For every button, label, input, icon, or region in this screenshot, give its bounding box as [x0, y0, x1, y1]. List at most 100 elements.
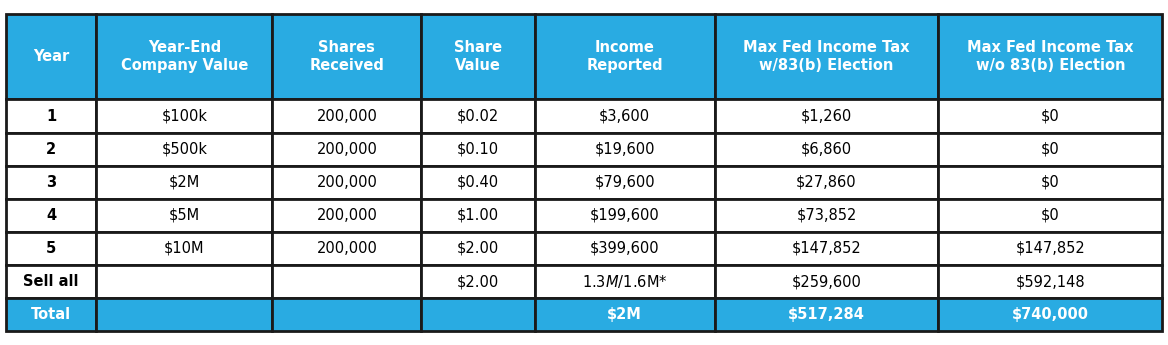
Bar: [97, 166, 272, 199]
Text: $100k: $100k: [161, 109, 208, 124]
Bar: [97, 99, 272, 132]
Bar: [272, 14, 422, 99]
Bar: [938, 166, 1162, 199]
Bar: [272, 132, 422, 166]
Text: $6,860: $6,860: [801, 142, 851, 157]
Text: 200,000: 200,000: [317, 208, 377, 223]
Bar: [6, 99, 97, 132]
Text: $0.02: $0.02: [457, 109, 499, 124]
Text: Share
Value: Share Value: [454, 40, 502, 73]
Bar: [6, 265, 97, 298]
Bar: [272, 199, 422, 232]
Text: $5M: $5M: [169, 208, 200, 223]
Bar: [422, 14, 535, 99]
Bar: [272, 265, 422, 298]
Text: $259,600: $259,600: [792, 274, 861, 289]
Bar: [97, 14, 272, 99]
Text: $199,600: $199,600: [590, 208, 660, 223]
Text: 200,000: 200,000: [317, 142, 377, 157]
Text: 1: 1: [46, 109, 56, 124]
Bar: [535, 199, 715, 232]
Bar: [422, 132, 535, 166]
Bar: [272, 166, 422, 199]
Text: 4: 4: [46, 208, 56, 223]
Text: $592,148: $592,148: [1015, 274, 1085, 289]
Bar: [938, 199, 1162, 232]
Bar: [272, 232, 422, 265]
Bar: [535, 265, 715, 298]
Bar: [938, 14, 1162, 99]
Text: Max Fed Income Tax
w/o 83(b) Election: Max Fed Income Tax w/o 83(b) Election: [967, 40, 1133, 73]
Bar: [272, 298, 422, 331]
Text: Shares
Received: Shares Received: [310, 40, 384, 73]
Text: 5: 5: [46, 241, 56, 256]
Bar: [422, 232, 535, 265]
Bar: [715, 298, 938, 331]
Bar: [422, 265, 535, 298]
Text: $2.00: $2.00: [457, 274, 499, 289]
Bar: [422, 166, 535, 199]
Bar: [715, 14, 938, 99]
Bar: [97, 265, 272, 298]
Bar: [97, 199, 272, 232]
Text: $73,852: $73,852: [797, 208, 856, 223]
Bar: [938, 132, 1162, 166]
Bar: [715, 199, 938, 232]
Bar: [535, 166, 715, 199]
Bar: [97, 298, 272, 331]
Bar: [535, 232, 715, 265]
Text: $0: $0: [1041, 142, 1059, 157]
Bar: [272, 99, 422, 132]
Text: Year-End
Company Value: Year-End Company Value: [120, 40, 248, 73]
Bar: [97, 232, 272, 265]
Bar: [715, 265, 938, 298]
Text: $0: $0: [1041, 109, 1059, 124]
Bar: [715, 232, 938, 265]
Text: $1.3M/$1.6M*: $1.3M/$1.6M*: [582, 273, 667, 290]
Text: 200,000: 200,000: [317, 241, 377, 256]
Bar: [715, 99, 938, 132]
Bar: [938, 232, 1162, 265]
Bar: [535, 14, 715, 99]
Text: Year: Year: [33, 49, 69, 64]
Text: $147,852: $147,852: [792, 241, 861, 256]
Text: $740,000: $740,000: [1011, 307, 1089, 322]
Text: Total: Total: [32, 307, 71, 322]
Bar: [535, 99, 715, 132]
Text: $1.00: $1.00: [457, 208, 499, 223]
Text: $2.00: $2.00: [457, 241, 499, 256]
Text: $79,600: $79,600: [595, 175, 655, 190]
Bar: [6, 166, 97, 199]
Bar: [938, 298, 1162, 331]
Text: $500k: $500k: [161, 142, 208, 157]
Text: $3,600: $3,600: [599, 109, 651, 124]
Bar: [715, 166, 938, 199]
Text: 2: 2: [46, 142, 56, 157]
Bar: [535, 132, 715, 166]
Text: $0: $0: [1041, 175, 1059, 190]
Bar: [422, 199, 535, 232]
Bar: [6, 132, 97, 166]
Bar: [97, 132, 272, 166]
Text: $399,600: $399,600: [590, 241, 660, 256]
Text: Income
Reported: Income Reported: [586, 40, 663, 73]
Bar: [422, 99, 535, 132]
Text: $10M: $10M: [164, 241, 204, 256]
Bar: [938, 265, 1162, 298]
Text: $0.10: $0.10: [457, 142, 499, 157]
Text: $517,284: $517,284: [788, 307, 864, 322]
Bar: [715, 132, 938, 166]
Text: $19,600: $19,600: [595, 142, 655, 157]
Text: $0.40: $0.40: [457, 175, 499, 190]
Bar: [535, 298, 715, 331]
Bar: [6, 199, 97, 232]
Text: $0: $0: [1041, 208, 1059, 223]
Text: $1,260: $1,260: [801, 109, 853, 124]
Bar: [422, 298, 535, 331]
Text: $27,860: $27,860: [797, 175, 857, 190]
Text: $2M: $2M: [607, 307, 642, 322]
Text: $147,852: $147,852: [1015, 241, 1085, 256]
Bar: [938, 99, 1162, 132]
Text: 3: 3: [46, 175, 56, 190]
Text: 200,000: 200,000: [317, 109, 377, 124]
